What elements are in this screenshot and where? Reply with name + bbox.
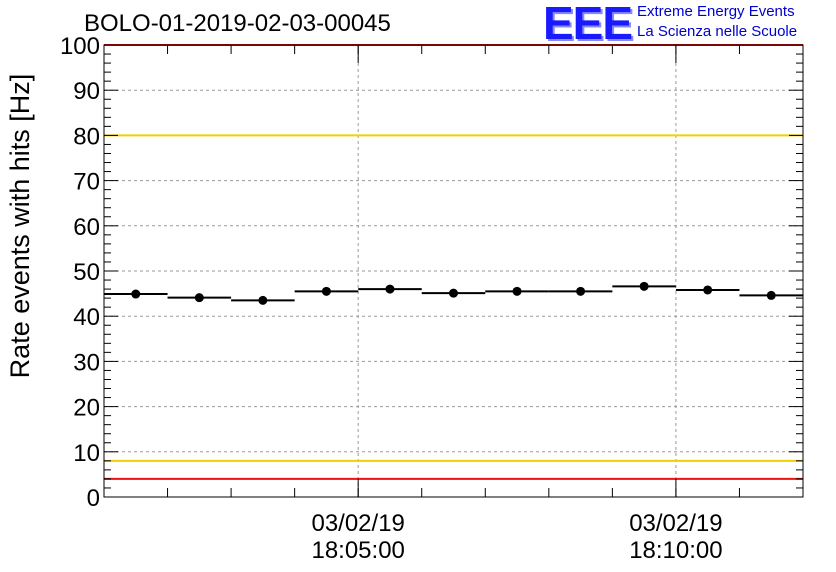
data-point bbox=[703, 285, 713, 295]
chart-title: BOLO-01-2019-02-03-00045 bbox=[84, 10, 391, 37]
y-tick-label: 60 bbox=[73, 214, 100, 241]
y-tick-label: 30 bbox=[73, 349, 100, 376]
x-tick-date: 03/02/19 bbox=[629, 510, 722, 537]
y-axis-label: Rate events with hits [Hz] bbox=[5, 74, 35, 379]
data-point bbox=[321, 286, 331, 296]
data-point bbox=[449, 288, 458, 298]
y-tick-label: 80 bbox=[73, 123, 100, 150]
data-point bbox=[194, 293, 204, 303]
data-point bbox=[576, 286, 586, 296]
logo-line-2: La Scienza nelle Scuole bbox=[637, 23, 798, 40]
y-tick-label: 90 bbox=[73, 78, 100, 105]
y-tick-label: 100 bbox=[60, 33, 100, 60]
x-tick-date: 03/02/19 bbox=[311, 510, 404, 537]
eee-logo: EEE Extreme Energy Events La Scienza nel… bbox=[543, 0, 833, 49]
data-point bbox=[639, 281, 649, 291]
data-point bbox=[512, 286, 522, 296]
logo-line-1: Extreme Energy Events bbox=[637, 3, 795, 20]
y-tick-label: 40 bbox=[73, 304, 100, 331]
x-tick-time: 18:10:00 bbox=[629, 537, 722, 564]
data-point bbox=[131, 289, 141, 299]
y-tick-label: 20 bbox=[73, 395, 100, 422]
y-tick-label: 70 bbox=[73, 169, 100, 196]
x-tick-time: 18:05:00 bbox=[311, 537, 404, 564]
data-point bbox=[385, 284, 395, 294]
data-point bbox=[258, 295, 268, 305]
y-tick-label: 50 bbox=[73, 259, 100, 286]
y-tick-label: 10 bbox=[73, 440, 100, 467]
data-point bbox=[766, 290, 776, 300]
logo-mark: EEE bbox=[543, 0, 633, 49]
y-tick-label: 0 bbox=[87, 485, 100, 512]
